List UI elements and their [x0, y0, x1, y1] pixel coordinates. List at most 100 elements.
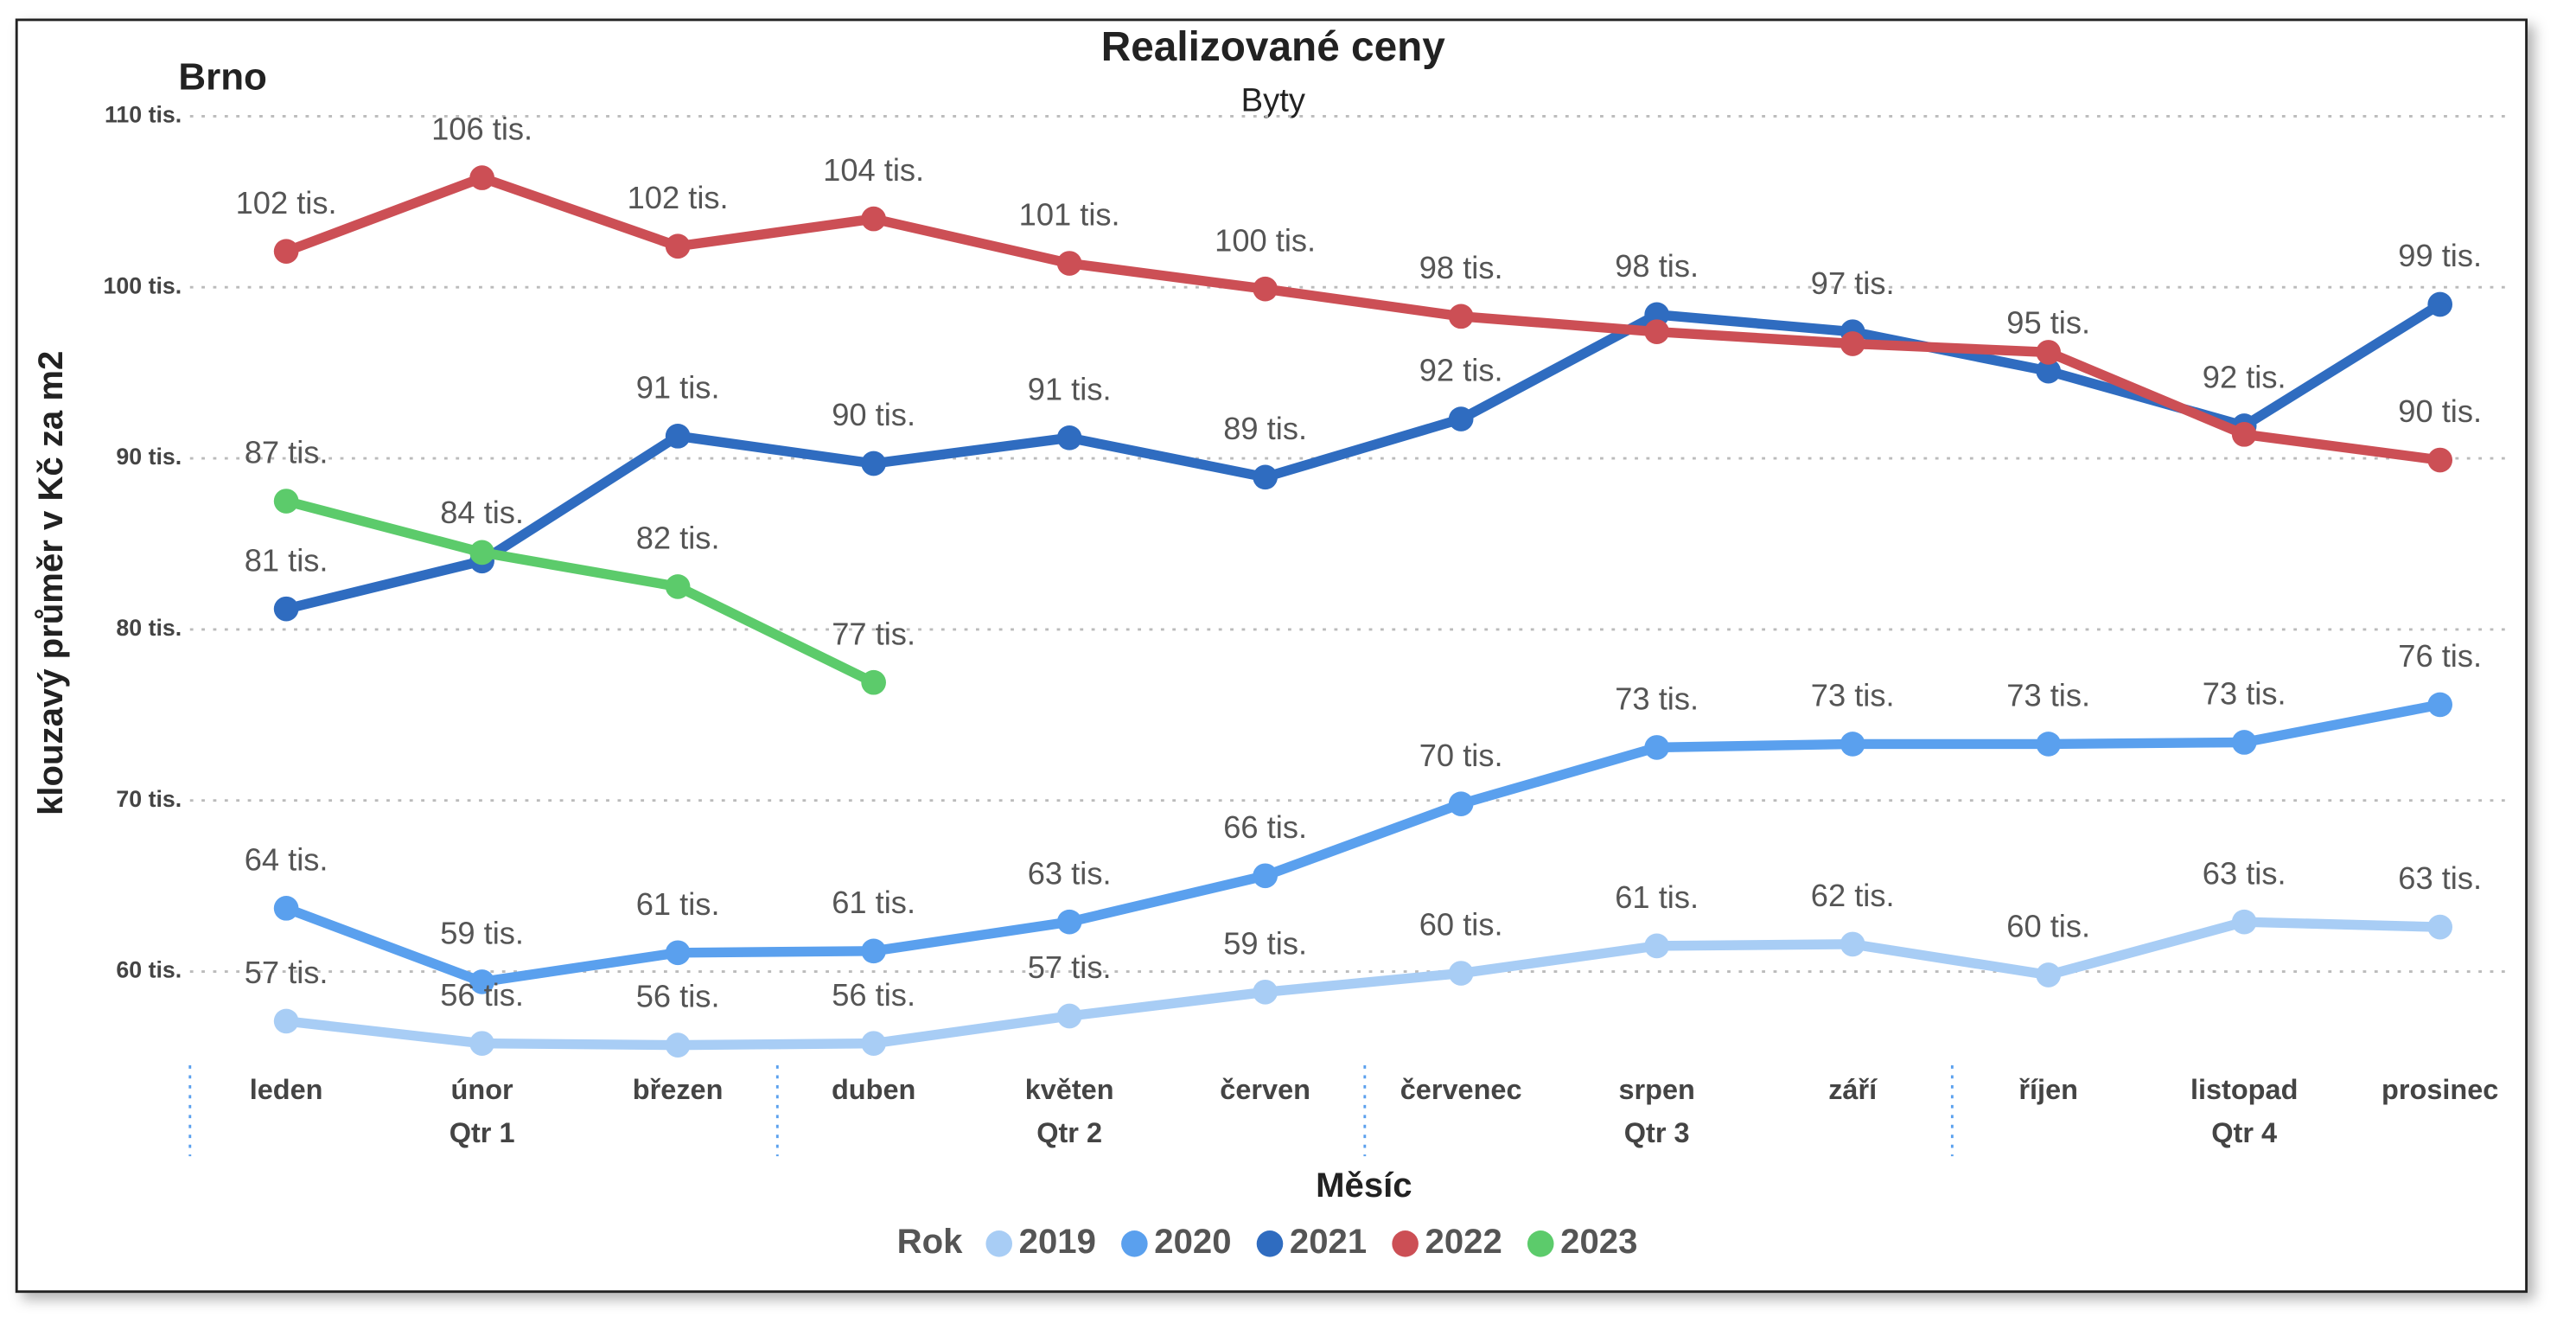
- data-label: 87 tis.: [245, 435, 328, 470]
- data-label: 63 tis.: [2398, 860, 2482, 896]
- data-point: [273, 596, 299, 622]
- data-point: [2231, 909, 2257, 935]
- data-point: [2036, 340, 2062, 365]
- data-label: 63 tis.: [1028, 855, 1112, 891]
- legend-label: 2023: [1560, 1223, 1637, 1261]
- corner-label: Brno: [178, 55, 266, 98]
- data-point: [1253, 464, 1278, 490]
- data-label: 64 tis.: [245, 841, 328, 877]
- data-point: [469, 1031, 494, 1056]
- data-label: 57 tis.: [245, 955, 328, 990]
- series-line: [284, 700, 2441, 987]
- data-label: 90 tis.: [2398, 393, 2482, 429]
- data-label: 98 tis.: [1419, 250, 1503, 285]
- series-line: [284, 172, 2441, 465]
- data-point: [273, 239, 299, 265]
- data-point: [861, 451, 886, 476]
- data-label: 56 tis.: [832, 977, 915, 1013]
- y-tick-label: 100 tis.: [104, 272, 182, 298]
- legend-marker: [1256, 1230, 1284, 1257]
- data-point: [1840, 931, 1865, 957]
- data-label: 102 tis.: [236, 185, 337, 220]
- data-label: 89 tis.: [1223, 411, 1307, 446]
- y-tick-label: 110 tis.: [105, 101, 182, 127]
- legend-marker: [1392, 1230, 1419, 1257]
- data-point: [1448, 791, 1474, 817]
- legend-marker: [985, 1230, 1013, 1257]
- quarter-label: Qtr 4: [2211, 1117, 2277, 1148]
- x-tick-label: červen: [1220, 1074, 1310, 1105]
- data-point: [861, 669, 886, 695]
- data-point: [273, 1008, 299, 1034]
- data-label: 77 tis.: [832, 616, 915, 651]
- y-tick-label: 80 tis.: [116, 615, 182, 641]
- legend-label: 2020: [1154, 1223, 1231, 1261]
- data-point: [665, 424, 691, 449]
- data-point: [1448, 304, 1474, 329]
- data-point: [861, 938, 886, 964]
- data-label: 91 tis.: [1028, 371, 1112, 406]
- data-point: [2427, 692, 2453, 718]
- data-point: [1644, 319, 1669, 344]
- data-label: 59 tis.: [1223, 925, 1307, 961]
- data-point: [469, 165, 494, 190]
- data-point: [665, 233, 691, 259]
- data-point: [1056, 1003, 1082, 1029]
- data-point: [1644, 933, 1669, 959]
- data-label: 60 tis.: [2006, 909, 2090, 944]
- data-point: [665, 940, 691, 966]
- frame: [15, 18, 2528, 1294]
- data-point: [1840, 331, 1865, 356]
- data-point: [2231, 730, 2257, 755]
- data-point: [469, 540, 494, 566]
- data-label: 101 tis.: [1019, 197, 1120, 233]
- data-label: 92 tis.: [2203, 360, 2286, 395]
- data-label: 99 tis.: [2398, 238, 2482, 273]
- legend-marker: [1527, 1230, 1554, 1257]
- data-label: 66 tis.: [1223, 809, 1307, 845]
- data-point: [273, 489, 299, 514]
- x-tick-label: leden: [250, 1074, 323, 1105]
- x-tick-label: říjen: [2018, 1074, 2078, 1105]
- data-label: 63 tis.: [2203, 855, 2286, 891]
- data-label: 92 tis.: [1419, 353, 1503, 388]
- data-label: 106 tis.: [431, 112, 532, 147]
- data-point: [2427, 447, 2453, 473]
- data-label: 56 tis.: [636, 979, 720, 1014]
- data-label: 100 tis.: [1215, 222, 1316, 258]
- data-label: 104 tis.: [823, 152, 924, 188]
- data-point: [861, 206, 886, 232]
- data-point: [1448, 406, 1474, 431]
- x-tick-label: srpen: [1618, 1074, 1694, 1105]
- quarter-label: Qtr 2: [1036, 1117, 1102, 1148]
- data-point: [665, 574, 691, 599]
- data-label: 61 tis.: [1615, 879, 1699, 915]
- data-point: [2427, 914, 2453, 940]
- data-point: [861, 1031, 886, 1056]
- x-axis-title: Měsíc: [1316, 1166, 1412, 1205]
- data-label: 82 tis.: [636, 521, 720, 556]
- x-tick-label: březen: [633, 1074, 724, 1105]
- x-tick-label: červenec: [1400, 1074, 1522, 1105]
- legend-title: Rok: [897, 1223, 963, 1261]
- series-line: [284, 495, 877, 687]
- data-point: [665, 1032, 691, 1058]
- data-point: [2427, 291, 2453, 317]
- data-label: 56 tis.: [440, 977, 524, 1013]
- data-label: 76 tis.: [2398, 638, 2482, 674]
- data-label: 73 tis.: [2006, 678, 2090, 713]
- data-label: 91 tis.: [636, 369, 720, 405]
- data-label: 62 tis.: [1811, 878, 1895, 913]
- x-tick-label: duben: [832, 1074, 915, 1105]
- data-label: 73 tis.: [1811, 678, 1895, 713]
- data-point: [2036, 732, 2062, 757]
- y-tick-label: 70 tis.: [116, 786, 182, 812]
- data-point: [1644, 735, 1669, 760]
- data-point: [1253, 863, 1278, 889]
- data-point: [1253, 276, 1278, 302]
- series-line: [284, 300, 2443, 614]
- series-line: [285, 917, 2440, 1051]
- data-point: [2036, 962, 2062, 987]
- data-label: 81 tis.: [245, 542, 328, 578]
